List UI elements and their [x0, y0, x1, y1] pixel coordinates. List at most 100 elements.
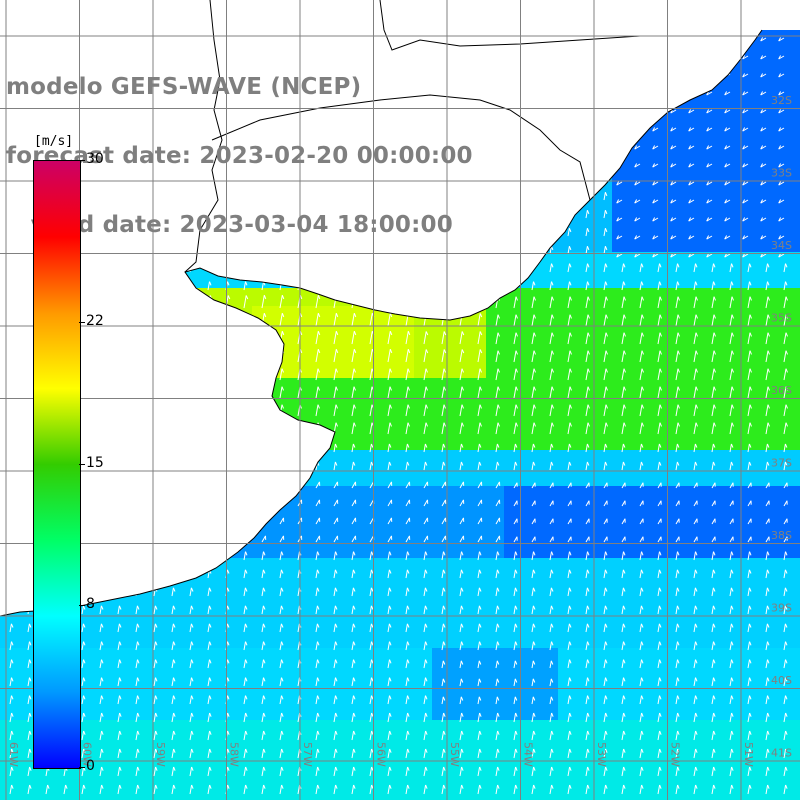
- wind-arrow-head: [749, 314, 752, 319]
- wind-arrow-head: [605, 386, 608, 391]
- wind-arrow: [670, 109, 677, 114]
- wind-speed-cell: [396, 558, 414, 576]
- wind-arrow: [760, 181, 767, 186]
- wind-speed-cell: [558, 720, 576, 738]
- wind-arrow-head: [785, 314, 788, 319]
- wind-arrow: [603, 368, 607, 381]
- wind-speed-cell: [576, 756, 594, 774]
- wind-arrow-head: [731, 386, 734, 391]
- wind-arrow: [351, 481, 356, 489]
- wind-speed-cell: [324, 630, 342, 648]
- wind-arrow-head: [604, 461, 608, 466]
- wind-arrow: [585, 536, 590, 543]
- wind-arrow: [351, 443, 354, 453]
- wind-arrow-head: [569, 422, 572, 427]
- wind-arrow: [670, 235, 677, 240]
- wind-speed-cell: [522, 432, 540, 450]
- wind-speed-cell: [162, 702, 180, 720]
- wind-speed-cell: [558, 432, 576, 450]
- wind-speed-cell: [324, 324, 342, 342]
- wind-speed-cell: [180, 774, 198, 792]
- wind-speed-cell: [756, 324, 774, 342]
- wind-speed-cell: [432, 738, 450, 756]
- wind-arrow-head: [767, 314, 770, 319]
- wind-arrow-head: [551, 263, 554, 268]
- wind-speed-cell: [288, 342, 306, 360]
- wind-speed-cell: [684, 594, 702, 612]
- wind-arrow-head: [706, 145, 710, 150]
- wind-arrow-head: [497, 314, 500, 319]
- wind-arrow-head: [497, 386, 500, 391]
- wind-arrow-head: [778, 253, 782, 258]
- wind-speed-cell: [306, 630, 324, 648]
- wind-arrow-head: [712, 587, 716, 592]
- wind-speed-cell: [666, 720, 684, 738]
- wind-arrow-head: [586, 228, 590, 233]
- wind-speed-cell: [540, 396, 558, 414]
- wind-arrow: [585, 569, 588, 579]
- wind-speed-cell: [558, 414, 576, 432]
- wind-speed-cell: [270, 666, 288, 684]
- wind-arrow: [688, 217, 695, 222]
- wind-speed-cell: [342, 360, 360, 378]
- wind-arrow: [711, 551, 714, 561]
- wind-arrow: [549, 500, 554, 507]
- wind-speed-cell: [252, 648, 270, 666]
- wind-arrow-head: [496, 569, 500, 574]
- wind-arrow-head: [677, 551, 680, 556]
- wind-speed-cell: [450, 504, 468, 522]
- wind-arrow: [706, 253, 713, 258]
- wind-arrow-head: [713, 386, 716, 391]
- wind-speed-cell: [522, 792, 540, 800]
- wind-speed-cell: [432, 414, 450, 432]
- wind-speed-cell: [612, 324, 630, 342]
- wind-arrow: [279, 587, 282, 597]
- wind-arrow-head: [406, 461, 410, 466]
- wind-speed-cell: [720, 360, 738, 378]
- wind-speed-cell: [414, 774, 432, 792]
- wind-arrow: [747, 551, 750, 561]
- wind-arrow: [639, 536, 644, 543]
- wind-arrow: [621, 518, 626, 525]
- wind-speed-cell: [522, 774, 540, 792]
- wind-arrow: [729, 482, 734, 489]
- wind-arrow-head: [317, 313, 321, 318]
- wind-arrow: [711, 500, 716, 507]
- wind-speed-cell: [90, 774, 108, 792]
- wind-arrow: [369, 551, 372, 561]
- wind-speed-cell: [612, 360, 630, 378]
- wind-speed-cell: [270, 540, 288, 558]
- wind-speed-cell: [792, 342, 800, 360]
- wind-speed-cell: [504, 702, 522, 720]
- wind-arrow: [495, 461, 498, 471]
- wind-arrow: [459, 422, 463, 435]
- wind-speed-cell: [720, 270, 738, 288]
- wind-speed-cell: [324, 648, 342, 666]
- wind-arrow: [279, 605, 282, 615]
- wind-speed-cell: [108, 738, 126, 756]
- wind-arrow: [549, 263, 552, 273]
- wind-speed-cell: [72, 774, 90, 792]
- wind-speed-cell: [594, 396, 612, 414]
- wind-arrow-head: [532, 587, 536, 592]
- wind-speed-cell: [540, 432, 558, 450]
- wind-arrow: [513, 518, 518, 525]
- wind-arrow: [747, 443, 750, 453]
- wind-arrow: [765, 332, 769, 345]
- wind-arrow-head: [622, 569, 626, 574]
- wind-arrow-head: [515, 386, 518, 391]
- wind-arrow-head: [677, 368, 680, 373]
- wind-arrow: [585, 500, 590, 507]
- wind-speed-cell: [342, 486, 360, 504]
- wind-arrow: [693, 404, 697, 417]
- wind-speed-cell: [576, 666, 594, 684]
- wind-arrow: [783, 332, 787, 345]
- wind-arrow: [315, 331, 319, 345]
- wind-arrow-head: [641, 332, 644, 337]
- wind-arrow: [315, 499, 320, 507]
- wind-speed-cell: [450, 396, 468, 414]
- wind-speed-cell: [702, 396, 720, 414]
- wind-speed-cell: [360, 666, 378, 684]
- wind-speed-cell: [342, 324, 360, 342]
